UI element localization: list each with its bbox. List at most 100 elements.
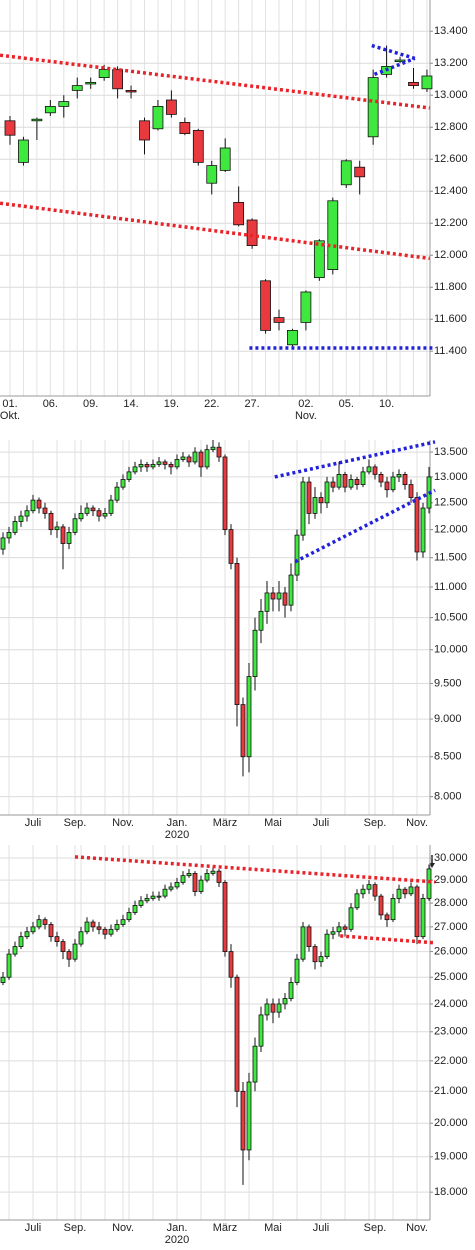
candle-body <box>330 931 336 935</box>
candle-body <box>228 951 234 978</box>
candle-body <box>414 886 420 938</box>
candle-body <box>102 928 108 935</box>
candle-body <box>42 919 48 925</box>
candle-body <box>219 147 231 171</box>
candle-body <box>420 507 426 553</box>
candle-body <box>390 476 396 491</box>
candle-body <box>216 870 222 883</box>
candle-body <box>342 926 348 930</box>
candle-body <box>0 976 6 983</box>
candle-body <box>287 329 298 346</box>
y-tick-label: 8.000 <box>434 791 462 803</box>
x-tick-label: 05. <box>338 398 354 410</box>
candle-body <box>66 531 72 544</box>
candle-body <box>282 592 288 606</box>
y-tick-label: 12.600 <box>434 153 468 165</box>
y-tick-label: 20.000 <box>434 1117 468 1129</box>
candle-body <box>192 873 198 892</box>
candle-body <box>330 481 336 488</box>
x-tick-label: 01. Okt. <box>0 398 21 422</box>
candle-body <box>260 280 271 331</box>
y-tick-label: 13.000 <box>434 471 468 483</box>
candle-body <box>246 676 252 758</box>
y-tick-label: 11.000 <box>434 581 467 593</box>
candle-body <box>84 507 90 514</box>
x-tick-label: 19. <box>163 398 180 410</box>
candle-body <box>396 474 402 478</box>
candle-body <box>152 106 164 130</box>
y-tick-label: 11.500 <box>434 552 467 564</box>
candle-body <box>60 526 66 544</box>
y-tick-label: 10.500 <box>434 611 468 623</box>
candle-body <box>234 563 240 706</box>
candle-body <box>252 1045 258 1083</box>
x-tick-label: Sep. <box>63 817 87 829</box>
candle-body <box>24 931 30 938</box>
chart-1: 13.400 13.200 13.000 12.800 12.600 12.400 12.2… <box>0 0 468 397</box>
candle-body <box>156 895 162 898</box>
trend-line <box>74 855 436 884</box>
candle-body <box>288 982 294 999</box>
candle-body <box>179 122 191 135</box>
candle-body <box>18 515 24 522</box>
candle-body <box>0 537 6 550</box>
chart-3: 30.000 29.000 28.000 27.000 26.000 25.000 24.0… <box>0 845 468 1221</box>
candle-body <box>408 82 419 87</box>
candle-body <box>150 463 156 468</box>
candle-body <box>336 474 342 488</box>
candle-body <box>252 629 258 677</box>
candle-body <box>396 888 402 899</box>
candle-body <box>162 461 168 465</box>
candle-body <box>90 507 96 512</box>
candle-body <box>421 75 433 90</box>
candle-body <box>384 914 390 921</box>
candle-body <box>126 912 132 921</box>
candle-body <box>54 936 60 942</box>
candle-body <box>90 921 96 928</box>
y-tick-label: 12.400 <box>434 185 468 197</box>
candle-body <box>120 919 126 925</box>
candle-body <box>378 474 384 483</box>
candle-body <box>60 941 66 952</box>
trend-line <box>0 53 430 110</box>
y-tick-label: 12.500 <box>434 497 468 509</box>
candle-body <box>204 873 210 881</box>
trend-line <box>373 56 416 77</box>
candle-body <box>112 69 123 90</box>
y-tick-label: 13.500 <box>434 446 468 458</box>
candle-body <box>327 200 339 271</box>
trend-line <box>274 440 436 479</box>
candle-body <box>144 898 150 902</box>
candle-body <box>66 951 72 960</box>
candle-body <box>378 895 384 916</box>
candle-body <box>300 291 312 323</box>
candle-body <box>180 456 186 460</box>
x-tick-label: Juli <box>312 817 330 829</box>
candle-body <box>72 943 78 960</box>
candle-body <box>174 459 180 468</box>
candle-body <box>162 888 168 897</box>
candle-body <box>132 466 138 473</box>
x-tick-label: Nov. <box>406 817 428 829</box>
candle-body <box>42 507 48 514</box>
candle-body <box>360 888 366 895</box>
candle-body <box>294 958 300 983</box>
candle-body <box>300 481 306 536</box>
candle-body <box>318 497 324 504</box>
candle-body <box>408 484 414 498</box>
y-tick-label: 23.000 <box>434 1026 468 1038</box>
candle-body <box>30 926 36 933</box>
candle-body <box>48 924 54 938</box>
candle-body <box>282 998 288 1005</box>
candle-body <box>233 201 245 226</box>
candle-body <box>102 512 108 517</box>
x-tick-label: 06. <box>42 398 58 410</box>
x-tick-label: 27. <box>244 398 260 410</box>
candle-body <box>384 481 390 491</box>
candle-body <box>222 456 228 531</box>
candle-body <box>240 704 246 758</box>
candle-body <box>12 521 18 533</box>
x-tick-label: Nov. <box>112 817 134 829</box>
candle-body <box>206 165 218 184</box>
candle-body <box>354 479 360 485</box>
